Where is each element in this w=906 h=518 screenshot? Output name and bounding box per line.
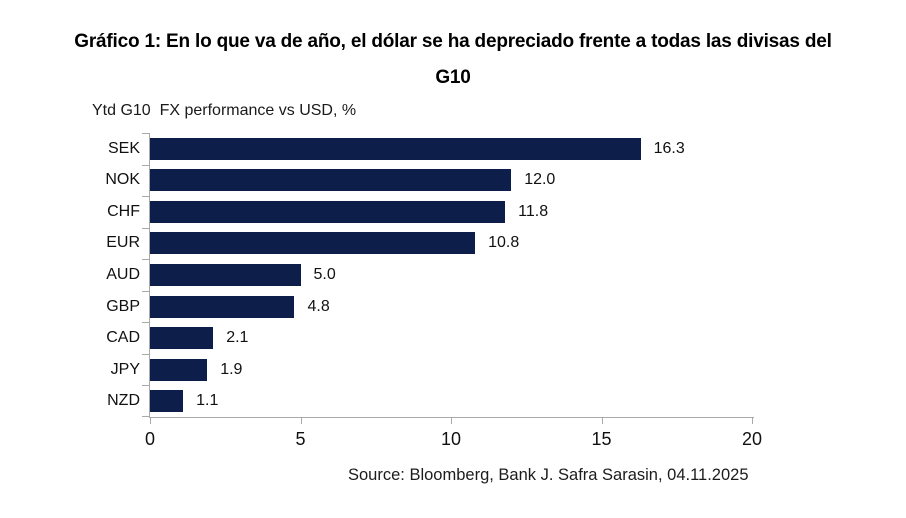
bar-row: 1.9 bbox=[150, 354, 752, 386]
x-axis-label-0: 0 bbox=[144, 429, 156, 449]
category-label-nzd: NZD bbox=[107, 392, 140, 410]
bar-row: 10.8 bbox=[150, 228, 752, 260]
category-label-eur: EUR bbox=[106, 234, 140, 252]
y-axis-tick bbox=[142, 385, 149, 387]
value-label-chf: 11.8 bbox=[518, 202, 549, 220]
category-label-chf: CHF bbox=[107, 202, 140, 220]
x-axis-label-15: 15 bbox=[591, 429, 612, 449]
x-axis-label-10: 10 bbox=[440, 429, 462, 449]
x-axis-tick bbox=[300, 418, 302, 424]
bar-eur bbox=[150, 232, 476, 255]
y-axis-tick bbox=[142, 164, 149, 166]
y-axis-tick bbox=[142, 259, 149, 261]
bar-sek bbox=[150, 137, 641, 160]
bar-row: 2.1 bbox=[150, 322, 752, 354]
bar-row: 12.0 bbox=[150, 165, 752, 197]
figure-title-line2: G10 bbox=[435, 67, 471, 88]
y-axis-tick bbox=[142, 196, 149, 198]
x-axis-line: 0 5 10 15 20 bbox=[145, 417, 762, 463]
bar-series: 16.3 12.0 11.8 10.8 5.0 4.8 2.1 1.9 1.1 bbox=[150, 133, 752, 417]
bar-chf bbox=[150, 200, 506, 223]
bar-cad bbox=[150, 327, 214, 350]
chart-subtitle: Ytd G10 FX performance vs USD, % bbox=[92, 102, 357, 119]
bar-row: 1.1 bbox=[150, 385, 752, 417]
category-label-sek: SEK bbox=[107, 139, 140, 157]
source-note: Source: Bloomberg, Bank J. Safra Sarasin… bbox=[348, 466, 749, 484]
x-axis-tick bbox=[752, 418, 753, 424]
category-axis-labels: SEK NOK CHF EUR AUD GBP CAD JPY NZD bbox=[0, 133, 140, 417]
value-label-cad: 2.1 bbox=[226, 329, 249, 347]
y-axis-tick bbox=[142, 322, 149, 324]
plot-area: 16.3 12.0 11.8 10.8 5.0 4.8 2.1 1.9 1.1 bbox=[142, 133, 752, 417]
y-axis-line bbox=[149, 133, 150, 417]
value-label-eur: 10.8 bbox=[488, 234, 520, 252]
value-label-gbp: 4.8 bbox=[307, 297, 330, 315]
y-axis-tick bbox=[142, 227, 149, 229]
category-label-cad: CAD bbox=[106, 329, 140, 347]
bar-row: 16.3 bbox=[150, 133, 752, 165]
bar-jpy bbox=[150, 358, 208, 381]
category-label-gbp: GBP bbox=[106, 297, 140, 315]
x-axis-label-5: 5 bbox=[295, 429, 306, 449]
bar-aud bbox=[150, 263, 301, 286]
figure-title: Gráfico 1: En lo que va de año, el dólar… bbox=[0, 24, 906, 96]
x-axis-tick bbox=[451, 418, 452, 424]
x-axis-label-20: 20 bbox=[741, 429, 763, 449]
figure-title-line1: Gráfico 1: En lo que va de año, el dólar… bbox=[74, 31, 832, 52]
value-label-aud: 5.0 bbox=[313, 265, 336, 283]
bar-row: 11.8 bbox=[150, 196, 752, 228]
value-label-nzd: 1.1 bbox=[196, 392, 219, 410]
y-axis-tick bbox=[142, 416, 149, 417]
bar-row: 4.8 bbox=[150, 291, 752, 323]
y-axis-tick bbox=[142, 290, 149, 292]
y-axis-tick bbox=[142, 353, 149, 355]
category-label-jpy: JPY bbox=[110, 360, 140, 378]
value-label-nok: 12.0 bbox=[524, 171, 556, 189]
bar-nok bbox=[150, 169, 512, 192]
category-label-aud: AUD bbox=[106, 265, 140, 283]
x-axis-tick bbox=[150, 418, 151, 424]
bar-gbp bbox=[150, 295, 295, 318]
value-label-sek: 16.3 bbox=[653, 139, 685, 157]
x-axis-tick bbox=[601, 418, 603, 424]
bar-nzd bbox=[150, 390, 184, 413]
y-axis-tick bbox=[142, 133, 149, 134]
value-label-jpy: 1.9 bbox=[220, 360, 243, 378]
category-label-nok: NOK bbox=[105, 171, 140, 189]
bar-row: 5.0 bbox=[150, 259, 752, 291]
